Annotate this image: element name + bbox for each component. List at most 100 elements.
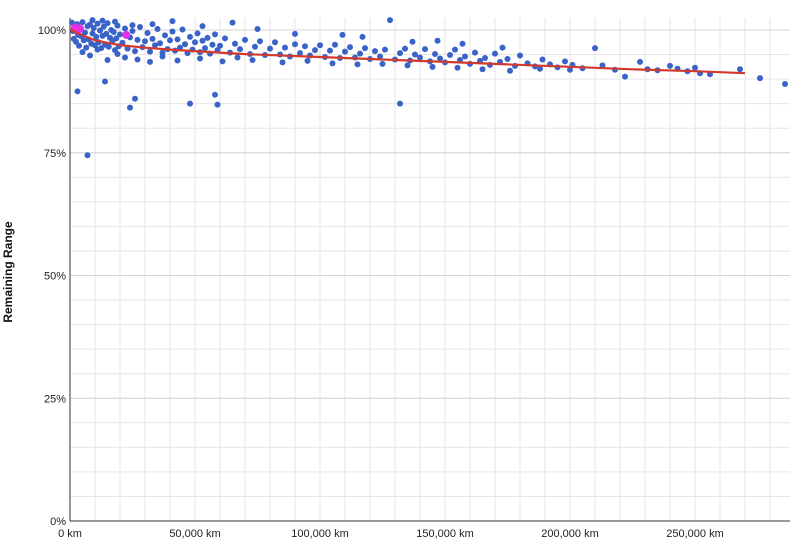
data-point [282,44,288,51]
data-point [252,43,258,50]
data-point [302,43,308,50]
data-point [169,18,176,25]
data-point [110,28,117,35]
data-point [89,17,96,24]
data-point [757,75,763,82]
data-point [454,64,461,71]
data-point [737,66,743,73]
data-point [232,40,238,47]
data-point [637,58,643,65]
data-point [782,81,788,88]
data-point [79,19,86,26]
tick-labels: 0 km 50,000 km 100,000 km 150,000 km 200,000… [38,25,724,540]
data-point [152,42,158,49]
data-point [104,20,111,27]
data-point [537,65,543,72]
data-point [187,100,193,107]
data-point [332,41,338,48]
data-point [452,46,458,53]
y-tick-label: 100% [38,25,66,37]
data-point [357,50,363,57]
data-point [592,45,598,52]
data-point [174,36,181,43]
data-point [482,54,488,61]
data-point [94,20,101,27]
data-point [159,53,166,60]
data-point [147,58,153,65]
data-point [304,57,311,64]
data-point [377,53,383,60]
data-point [422,46,428,53]
y-axis-title: Remaining Range [1,221,15,323]
data-point [212,91,218,98]
data-point [149,35,156,42]
data-point [87,52,93,59]
data-point [192,39,198,46]
data-point [479,66,486,73]
data-point [179,26,186,33]
data-point [279,59,286,66]
data-point [359,33,366,40]
data-point [362,45,368,52]
data-point [242,36,248,43]
data-point [129,27,136,34]
data-point [90,25,97,32]
data-point [237,46,243,53]
data-point [539,56,546,63]
data-point [387,17,393,24]
data-point [297,50,303,57]
data-point [103,30,110,37]
data-point [94,46,101,53]
data-point [157,40,163,47]
data-point [97,27,103,34]
data-point [339,31,346,38]
data-point [329,60,336,67]
data-point [204,34,211,41]
data-point [234,54,241,61]
data-points [69,17,788,159]
data-point [102,78,108,85]
data-point [599,62,606,69]
data-point [347,44,353,51]
data-point [517,52,523,59]
data-point [267,45,273,52]
data-point [397,100,403,107]
data-point [76,42,82,49]
x-tick-label: 0 km [58,528,82,540]
data-point [222,35,228,42]
data-point [667,62,673,69]
data-point [74,88,81,95]
data-point [122,54,128,61]
data-point [80,37,87,44]
data-point [354,61,361,68]
data-point [84,152,91,159]
data-point [162,32,168,39]
data-point [504,55,511,62]
data-point [197,55,203,62]
data-point [429,63,436,70]
data-point [372,48,378,55]
data-point [342,48,348,55]
data-point [104,56,111,63]
data-point [82,29,88,36]
y-tick-label: 75% [44,148,66,160]
data-point [254,26,261,33]
data-point [127,104,133,111]
data-point [397,50,403,57]
trendline-group [69,28,746,75]
x-tick-label: 50,000 km [169,528,220,540]
data-point [219,58,226,65]
data-point [432,51,438,58]
data-point [622,73,628,80]
data-point [492,50,498,57]
x-tick-label: 150,000 km [416,528,473,540]
data-point [379,60,386,67]
data-point [437,55,443,62]
data-point [317,42,323,49]
data-point [312,47,318,54]
y-tick-label: 50% [44,271,66,283]
data-point [292,30,298,37]
data-point [459,40,466,47]
